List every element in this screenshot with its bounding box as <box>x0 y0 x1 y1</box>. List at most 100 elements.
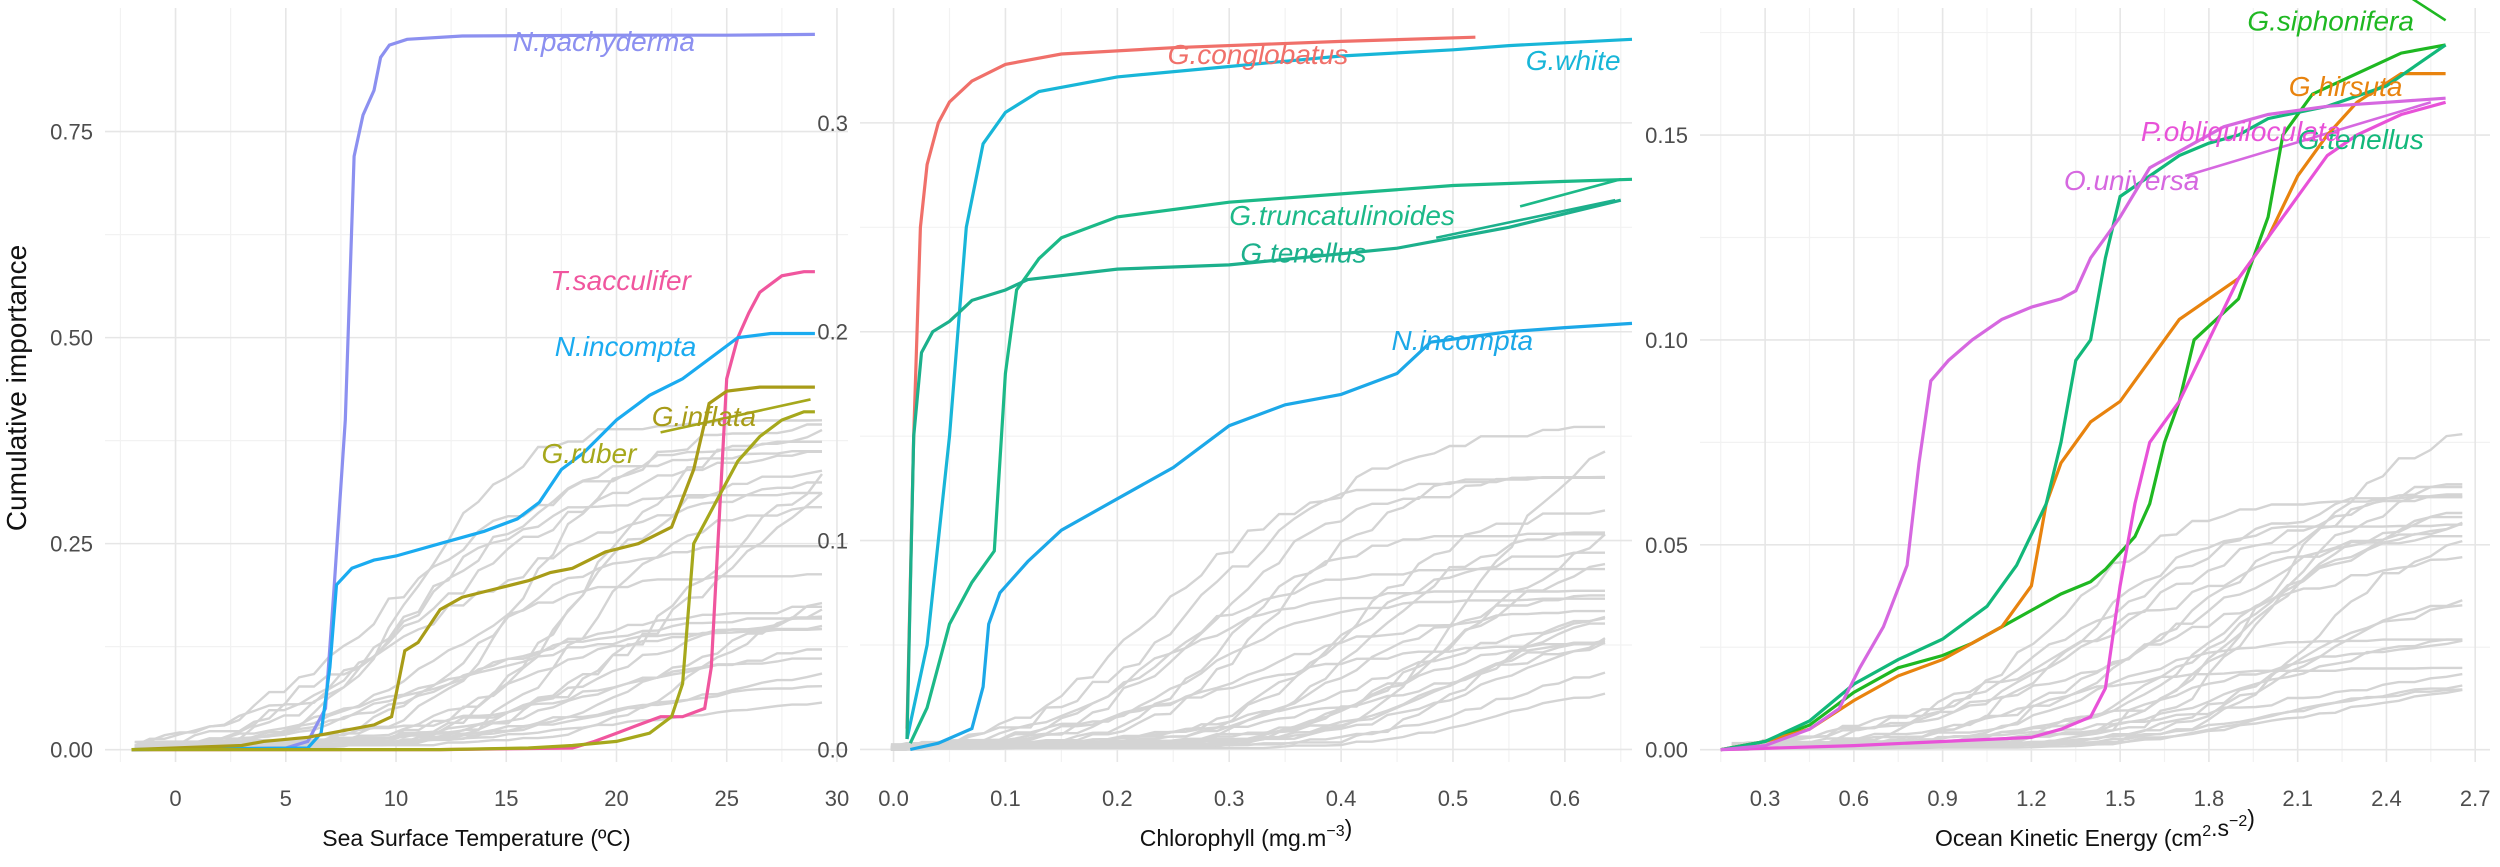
x-tick-label: 0.4 <box>1326 786 1357 811</box>
series-line-n-pachyderma <box>131 32 815 752</box>
y-tick-label: 0.25 <box>50 532 93 557</box>
x-tick-label: 0.5 <box>1438 786 1469 811</box>
x-tick-label: 1.5 <box>2105 786 2136 811</box>
background-species-line <box>134 491 823 744</box>
x-tick-label: 25 <box>714 786 738 811</box>
background-species-line <box>890 551 1605 748</box>
x-tick-label: 5 <box>280 786 292 811</box>
x-axis-title: Sea Surface Temperature (ºC) <box>322 825 630 851</box>
series-line-g-ruber <box>131 410 815 752</box>
background-species-line <box>134 440 822 751</box>
series-label: G.ruber <box>542 438 639 469</box>
x-tick-label: 2.4 <box>2371 786 2402 811</box>
x-tick-label: 20 <box>604 786 628 811</box>
label-leader-line <box>660 398 811 434</box>
series-label: T.sacculifer <box>550 265 692 296</box>
x-tick-label: 1.8 <box>2194 786 2225 811</box>
y-tick-label: 0.00 <box>1645 738 1688 763</box>
label-leader-line <box>2411 0 2447 22</box>
series-label: G.hirsuta <box>2289 71 2403 102</box>
background-species-line <box>890 609 1605 751</box>
series-label: N.pachyderma <box>513 26 695 57</box>
x-tick-label: 15 <box>494 786 518 811</box>
label-leader-line <box>2184 101 2432 178</box>
series-label: G.white <box>1526 45 1621 76</box>
x-axis-title: Chlorophyll (mg.m−3) <box>1140 815 1353 851</box>
background-species-line <box>1731 483 2463 751</box>
x-tick-label: 2.7 <box>2460 786 2491 811</box>
background-species-line <box>1731 521 2463 751</box>
y-tick-label: 0.50 <box>50 326 93 351</box>
background-species-line <box>134 450 822 751</box>
y-tick-label: 0.3 <box>817 111 848 136</box>
series-label: G.truncatulinoides <box>1229 200 1455 231</box>
background-species-line <box>1731 496 2463 751</box>
series-line-g-truncatulinoides <box>908 177 1633 744</box>
y-axis-title: Cumulative importance <box>1 245 32 531</box>
series-line-g-siphonifera <box>1720 43 2446 752</box>
x-tick-label: 0.3 <box>1214 786 1245 811</box>
y-tick-label: 0.15 <box>1645 123 1688 148</box>
x-tick-label: 0.3 <box>1750 786 1781 811</box>
series-label: G.conglobatus <box>1168 39 1349 70</box>
background-species-line <box>890 475 1606 746</box>
x-tick-label: 0.2 <box>1102 786 1133 811</box>
series-line-p-obliquiloculata <box>1720 100 2447 752</box>
background-species-line <box>890 476 1605 751</box>
background-species-line <box>890 425 1605 748</box>
sst-panel: 0 5 10 15 20 25 30 0.00 0.25 0.50 0.75 N.pachyderma… <box>50 8 849 851</box>
background-species-line <box>1731 485 2463 751</box>
series-label: G.tenellus <box>1240 237 1366 268</box>
background-species-line <box>1731 511 2463 748</box>
series-line-g-inflata <box>131 385 815 752</box>
y-tick-label: 0.2 <box>817 320 848 345</box>
background-species-line <box>134 428 823 749</box>
series-line-n-incompta <box>131 331 815 752</box>
background-species-line <box>134 573 822 750</box>
series-line-g-white <box>905 37 1633 740</box>
x-tick-label: 0.6 <box>1839 786 1870 811</box>
background-species-line <box>890 641 1606 749</box>
label-leader-line <box>1435 198 1616 240</box>
series-label: G.inflata <box>652 401 756 432</box>
background-species-line <box>1731 493 2463 747</box>
background-species-line <box>1731 433 2463 745</box>
background-species-line <box>134 545 822 751</box>
background-species-line <box>890 509 1606 747</box>
series-line-g-conglobatus <box>905 35 1476 729</box>
series-label: O.universa <box>2064 165 2199 196</box>
series-line-g-tenellus <box>1720 43 2447 752</box>
y-tick-label: 0.0 <box>817 737 848 762</box>
y-tick-label: 0.05 <box>1645 533 1688 558</box>
y-tick-label: 0.00 <box>50 738 93 763</box>
series-label: P.obliquiloculata <box>2141 116 2341 147</box>
series-line-g-tenellus <box>905 198 1622 740</box>
series-line-o-universa <box>1720 96 2446 752</box>
background-species-line <box>890 589 1605 749</box>
series-label: N.incompta <box>555 331 697 362</box>
chlorophyll-panel: 0.0 0.1 0.2 0.3 0.4 0.5 0.6 0.0 0.1 0.2 0.3 G.congl… <box>817 8 1633 851</box>
label-leader-line <box>1519 178 1622 208</box>
background-species-line <box>1731 684 2463 751</box>
y-tick-label: 0.10 <box>1645 328 1688 353</box>
x-tick-label: 2.1 <box>2282 786 2313 811</box>
series-line-n-incompta <box>909 321 1633 752</box>
x-tick-label: 0.0 <box>878 786 909 811</box>
series-label: N.incompta <box>1391 325 1533 356</box>
background-species-line <box>134 450 822 747</box>
series-label: G.siphonifera <box>2247 5 2414 36</box>
x-tick-label: 0.9 <box>1927 786 1958 811</box>
x-tick-label: 1.2 <box>2016 786 2047 811</box>
kinetic-energy-panel: 0.3 0.6 0.9 1.2 1.5 1.8 2.1 2.4 2.7 0.00 0.05 0.10 0… <box>1645 0 2491 851</box>
background-species-line <box>134 491 822 751</box>
x-tick-label: 0.6 <box>1550 786 1581 811</box>
y-tick-label: 0.75 <box>50 120 93 145</box>
series-line-g-hirsuta <box>1720 72 2446 752</box>
background-species-line <box>134 423 822 751</box>
y-tick-label: 0.1 <box>817 529 848 554</box>
x-tick-label: 0 <box>169 786 181 811</box>
x-axis-title: Ocean Kinetic Energy (cm2.s−2) <box>1935 805 2255 851</box>
background-species-line <box>1731 523 2463 751</box>
background-species-line <box>134 617 822 751</box>
